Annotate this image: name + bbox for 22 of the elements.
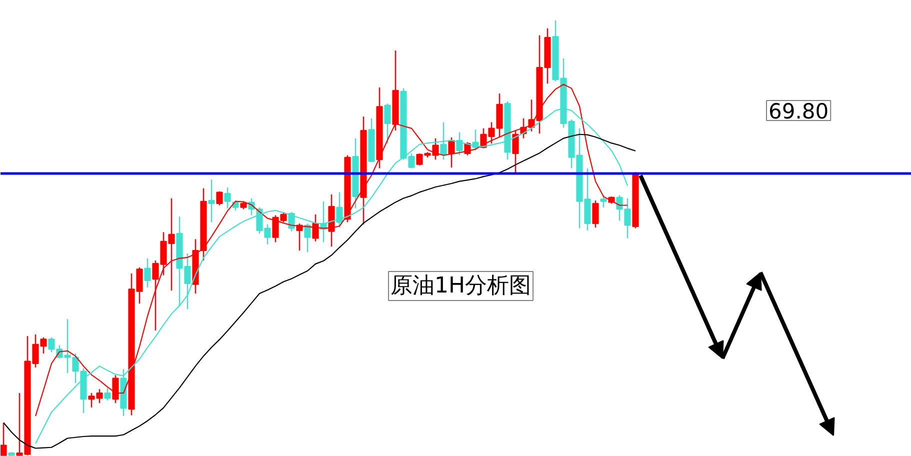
candlestick (312, 214, 319, 242)
candlestick (296, 222, 303, 252)
candlestick (144, 258, 151, 288)
candlestick (288, 212, 295, 232)
text: 69.80 (768, 100, 829, 124)
candlestick (512, 130, 519, 174)
candlestick (336, 192, 343, 228)
candlestick (600, 194, 607, 208)
candlestick (448, 136, 455, 168)
candlestick (216, 190, 223, 206)
candlestick (440, 122, 447, 160)
candlestick (224, 186, 231, 209)
text: 原油1H分析图 (390, 274, 532, 298)
candlestick (0, 422, 7, 456)
candlestick (208, 178, 215, 223)
candlestick (592, 200, 599, 228)
candlestick (232, 200, 239, 212)
candlestick (104, 388, 111, 402)
candlestick (304, 222, 311, 253)
candlestick (384, 102, 391, 144)
candlestick (456, 132, 463, 156)
candlestick (112, 374, 119, 404)
